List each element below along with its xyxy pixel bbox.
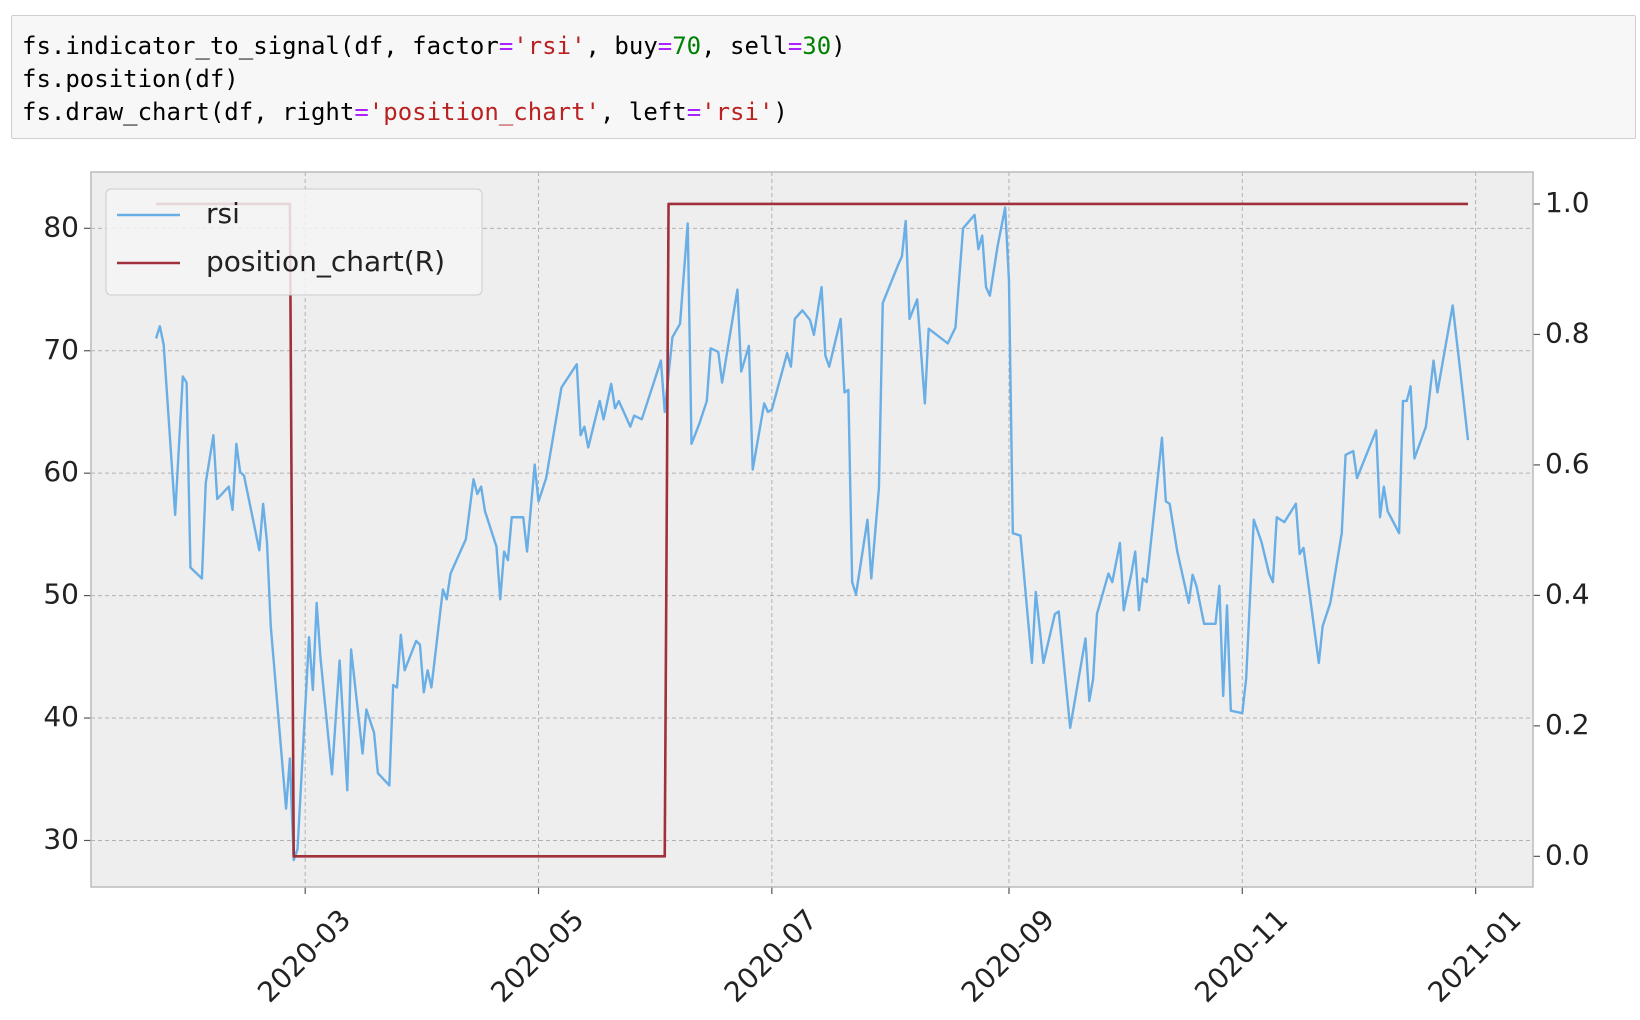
y2-tick-label: 0.6 — [1545, 447, 1590, 480]
code-line: fs.draw_chart(df, right='position_chart'… — [22, 98, 788, 126]
x-tick-label: 2021-01 — [1422, 903, 1528, 1009]
y-tick-label: 30 — [43, 822, 79, 855]
x-tick-label: 2020-03 — [251, 903, 357, 1009]
y2-tick-label: 0.2 — [1545, 708, 1590, 741]
code-cell[interactable]: fs.indicator_to_signal(df, factor='rsi',… — [11, 15, 1636, 139]
code-line: fs.position(df) — [22, 65, 239, 93]
y-tick-label: 60 — [43, 455, 79, 488]
x-tick-label: 2020-07 — [718, 903, 824, 1009]
legend-box — [105, 188, 483, 296]
series-line — [154, 206, 1470, 862]
legend-label: rsi — [206, 197, 240, 230]
code-line: fs.indicator_to_signal(df, factor='rsi',… — [22, 32, 846, 60]
plot-frame — [90, 171, 1534, 888]
y-tick-label: 80 — [43, 210, 79, 243]
x-tick-label: 2020-11 — [1188, 903, 1294, 1009]
y2-tick-label: 0.4 — [1545, 577, 1590, 610]
y2-tick-label: 1.0 — [1545, 186, 1590, 219]
y-tick-label: 70 — [43, 333, 79, 366]
y-tick-label: 40 — [43, 700, 79, 733]
x-tick-label: 2020-05 — [484, 903, 590, 1009]
legend-label: position_chart(R) — [206, 245, 445, 278]
y2-tick-label: 0.0 — [1545, 838, 1590, 871]
y2-tick-label: 0.8 — [1545, 316, 1590, 349]
y-tick-label: 50 — [43, 578, 79, 611]
legend: rsi position_chart(R) — [105, 188, 483, 296]
x-tick-label: 2020-09 — [955, 903, 1061, 1009]
